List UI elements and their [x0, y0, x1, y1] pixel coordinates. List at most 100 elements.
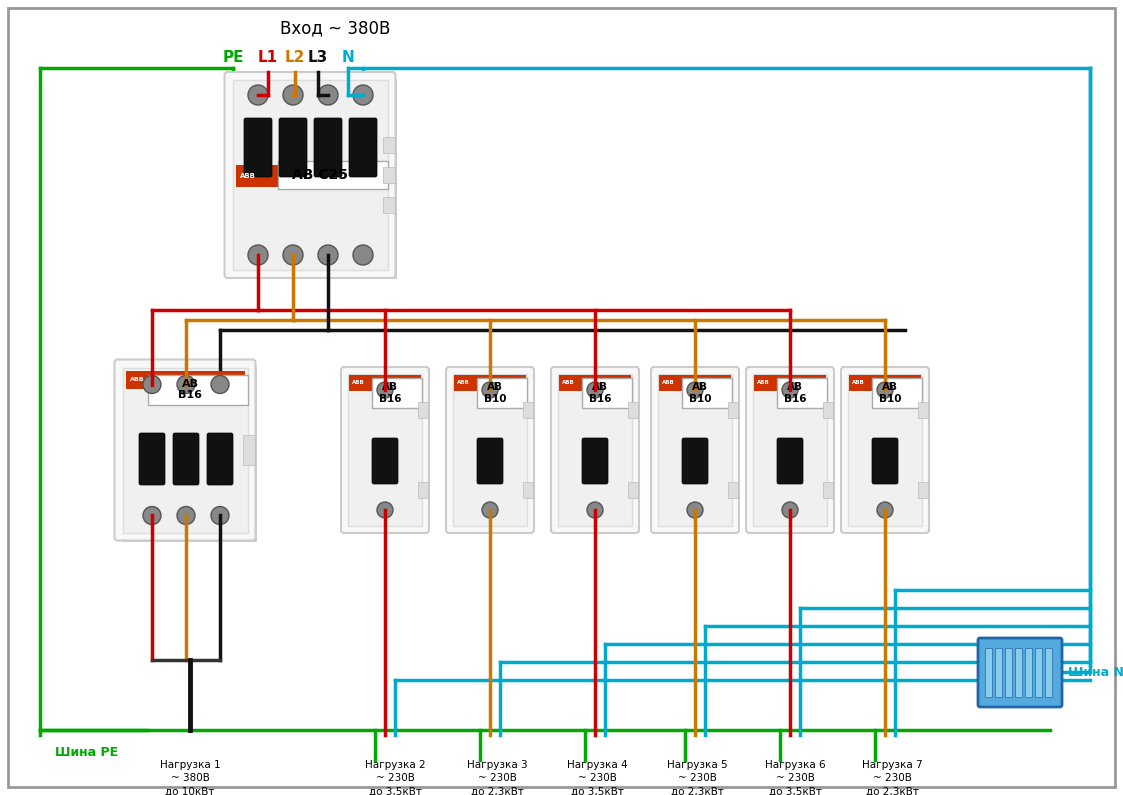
- Bar: [658, 374, 732, 526]
- Circle shape: [782, 502, 798, 518]
- Bar: [523, 482, 533, 498]
- Bar: [477, 378, 527, 408]
- Bar: [995, 648, 1002, 697]
- Text: L3: L3: [308, 50, 328, 65]
- Bar: [232, 80, 387, 270]
- Bar: [582, 378, 632, 408]
- FancyBboxPatch shape: [314, 118, 343, 177]
- Bar: [1046, 648, 1052, 697]
- Bar: [418, 482, 428, 498]
- Bar: [754, 375, 827, 391]
- FancyBboxPatch shape: [477, 438, 503, 484]
- Circle shape: [687, 502, 703, 518]
- Bar: [628, 402, 638, 418]
- Bar: [383, 197, 394, 213]
- FancyBboxPatch shape: [978, 638, 1062, 707]
- Bar: [122, 367, 247, 533]
- Circle shape: [877, 382, 893, 398]
- Bar: [659, 375, 731, 391]
- Bar: [349, 375, 421, 391]
- Bar: [777, 378, 827, 408]
- Circle shape: [177, 375, 195, 394]
- Bar: [418, 402, 428, 418]
- Circle shape: [318, 245, 338, 265]
- Text: АВ
В10: АВ В10: [484, 382, 506, 404]
- Circle shape: [687, 382, 703, 398]
- Bar: [1035, 648, 1042, 697]
- Circle shape: [248, 85, 268, 105]
- Circle shape: [211, 506, 229, 525]
- Bar: [1015, 648, 1022, 697]
- Bar: [1005, 648, 1012, 697]
- Text: ABB: ABB: [457, 381, 469, 386]
- Bar: [849, 375, 921, 391]
- Text: АВ
В10: АВ В10: [688, 382, 711, 404]
- Circle shape: [353, 85, 373, 105]
- Text: ABB: ABB: [757, 381, 769, 386]
- FancyBboxPatch shape: [207, 433, 232, 485]
- FancyBboxPatch shape: [446, 367, 535, 533]
- Bar: [871, 378, 922, 408]
- Text: Нагрузка 5
~ 230В
до 2,3кВт: Нагрузка 5 ~ 230В до 2,3кВт: [667, 760, 728, 795]
- FancyBboxPatch shape: [139, 433, 165, 485]
- Bar: [917, 482, 928, 498]
- Circle shape: [283, 245, 303, 265]
- Bar: [823, 402, 833, 418]
- Circle shape: [587, 382, 603, 398]
- Text: ABB: ABB: [239, 173, 255, 179]
- Text: L1: L1: [258, 50, 279, 65]
- Bar: [453, 374, 527, 526]
- Bar: [628, 482, 638, 498]
- Text: АВ
В16: АВ В16: [378, 382, 401, 404]
- Bar: [559, 375, 631, 391]
- Bar: [236, 165, 384, 187]
- FancyBboxPatch shape: [582, 438, 608, 484]
- Bar: [558, 374, 632, 526]
- Text: АВ
В16: АВ В16: [588, 382, 611, 404]
- Bar: [985, 648, 992, 697]
- Bar: [147, 374, 247, 405]
- FancyBboxPatch shape: [341, 367, 429, 533]
- Circle shape: [143, 506, 161, 525]
- FancyBboxPatch shape: [651, 367, 739, 533]
- Text: Шина N: Шина N: [1068, 665, 1123, 678]
- Bar: [848, 374, 922, 526]
- FancyBboxPatch shape: [777, 438, 803, 484]
- Text: Нагрузка 6
~ 230В
до 3,5кВт: Нагрузка 6 ~ 230В до 3,5кВт: [765, 760, 825, 795]
- Text: L2: L2: [285, 50, 305, 65]
- Bar: [823, 482, 833, 498]
- Text: Вход ~ 380В: Вход ~ 380В: [280, 19, 390, 37]
- Text: АВ
В16: АВ В16: [179, 378, 202, 401]
- Text: PE: PE: [222, 50, 244, 65]
- Circle shape: [211, 375, 229, 394]
- Circle shape: [318, 85, 338, 105]
- FancyBboxPatch shape: [841, 367, 929, 533]
- Bar: [383, 137, 394, 153]
- Bar: [752, 373, 834, 533]
- Bar: [451, 373, 535, 533]
- Bar: [231, 79, 396, 279]
- FancyBboxPatch shape: [173, 433, 199, 485]
- Circle shape: [283, 85, 303, 105]
- Text: АВ
В16: АВ В16: [784, 382, 806, 404]
- Text: Нагрузка 7
~ 230В
до 2,3кВт: Нагрузка 7 ~ 230В до 2,3кВт: [861, 760, 922, 795]
- Text: ABB: ABB: [351, 381, 365, 386]
- Bar: [847, 373, 929, 533]
- Circle shape: [177, 506, 195, 525]
- Text: Шина PE: Шина PE: [55, 746, 118, 758]
- Text: ABB: ABB: [852, 381, 865, 386]
- Circle shape: [377, 382, 393, 398]
- FancyBboxPatch shape: [225, 72, 395, 278]
- Bar: [523, 402, 533, 418]
- Bar: [454, 375, 526, 391]
- FancyBboxPatch shape: [551, 367, 639, 533]
- Circle shape: [782, 382, 798, 398]
- FancyBboxPatch shape: [372, 438, 398, 484]
- Text: ABB: ABB: [129, 377, 144, 382]
- Circle shape: [587, 502, 603, 518]
- FancyBboxPatch shape: [244, 118, 272, 177]
- Bar: [728, 482, 738, 498]
- Text: Нагрузка 3
~ 230В
до 2,3кВт: Нагрузка 3 ~ 230В до 2,3кВт: [467, 760, 528, 795]
- Bar: [728, 402, 738, 418]
- Bar: [372, 378, 422, 408]
